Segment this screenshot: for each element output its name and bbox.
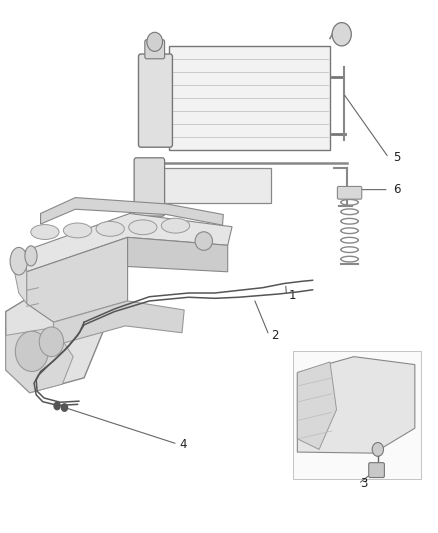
Text: 2: 2 <box>271 329 279 342</box>
Bar <box>169 46 330 150</box>
FancyBboxPatch shape <box>369 463 385 478</box>
Ellipse shape <box>96 221 124 236</box>
Polygon shape <box>6 327 73 393</box>
Ellipse shape <box>195 232 212 251</box>
Polygon shape <box>41 198 223 225</box>
Polygon shape <box>25 214 232 272</box>
FancyBboxPatch shape <box>337 187 362 199</box>
Ellipse shape <box>31 224 59 239</box>
Ellipse shape <box>10 247 28 275</box>
Text: 1: 1 <box>289 289 296 302</box>
Circle shape <box>54 402 60 410</box>
Ellipse shape <box>64 223 92 238</box>
Text: 3: 3 <box>360 478 368 490</box>
Text: 4: 4 <box>180 438 187 450</box>
Circle shape <box>372 442 384 456</box>
Circle shape <box>15 331 48 372</box>
Circle shape <box>39 327 64 357</box>
Ellipse shape <box>129 220 157 235</box>
Text: 5: 5 <box>393 151 400 164</box>
Bar <box>145 168 271 203</box>
Polygon shape <box>127 237 228 272</box>
Polygon shape <box>297 357 415 453</box>
FancyBboxPatch shape <box>134 158 165 216</box>
Polygon shape <box>14 251 27 304</box>
FancyBboxPatch shape <box>145 39 165 59</box>
Circle shape <box>61 404 67 411</box>
Polygon shape <box>297 362 336 449</box>
Circle shape <box>332 22 351 46</box>
Ellipse shape <box>25 246 37 266</box>
Text: 6: 6 <box>393 183 401 196</box>
Polygon shape <box>6 290 104 393</box>
Circle shape <box>147 33 162 51</box>
FancyBboxPatch shape <box>138 54 173 147</box>
Bar <box>293 351 421 479</box>
Ellipse shape <box>161 218 190 233</box>
Polygon shape <box>53 301 184 346</box>
Polygon shape <box>27 237 127 322</box>
